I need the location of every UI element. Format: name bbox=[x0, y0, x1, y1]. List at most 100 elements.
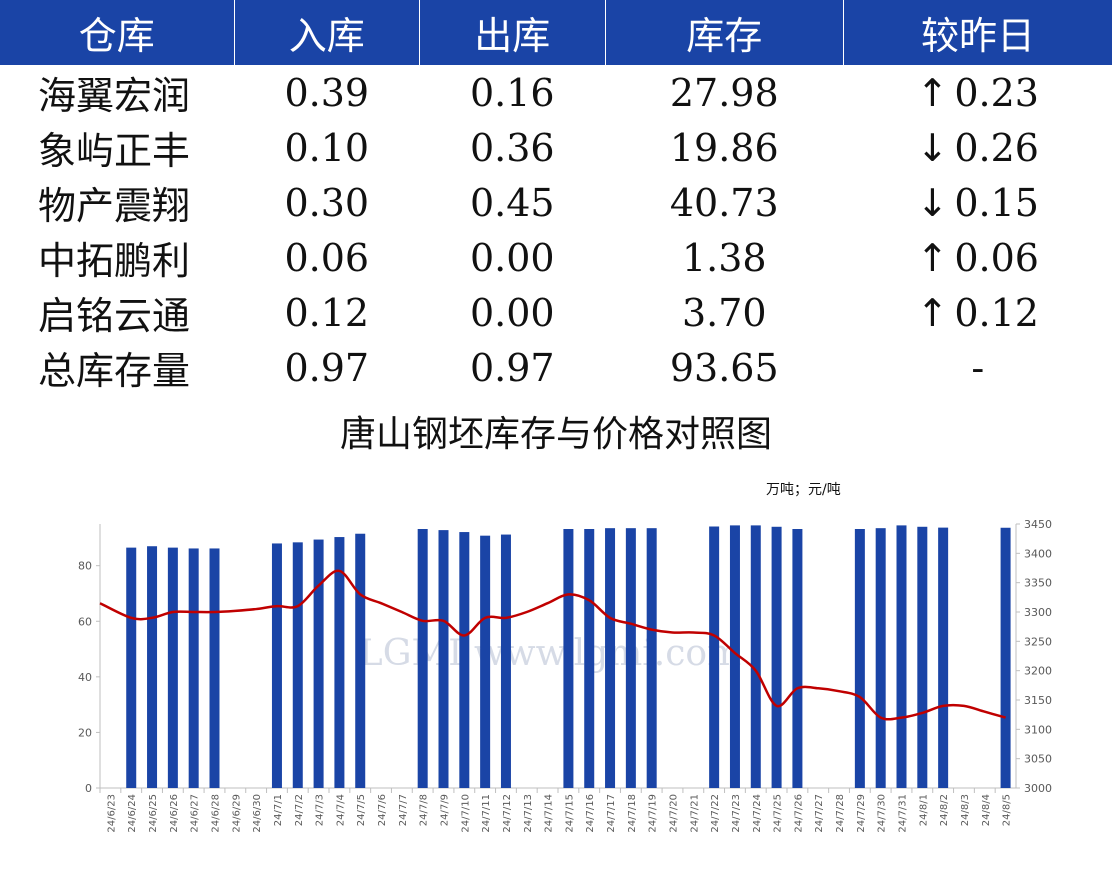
inventory-bar bbox=[167, 547, 178, 788]
inventory-bar bbox=[313, 539, 324, 788]
header-change: 较昨日 bbox=[843, 0, 1112, 65]
in-cell: 0.06 bbox=[284, 235, 370, 280]
x-axis-tick-label: 24/7/11 bbox=[481, 794, 492, 833]
in-cell: 0.12 bbox=[284, 290, 370, 335]
right-axis-tick-label: 3000 bbox=[1024, 782, 1052, 795]
change-value: 0.06 bbox=[954, 235, 1039, 280]
inventory-bar bbox=[605, 528, 616, 788]
x-axis-tick-label: 24/7/25 bbox=[773, 794, 784, 833]
warehouse-name-cell: 海翼宏润 bbox=[38, 74, 191, 118]
stock-cell: 19.86 bbox=[669, 125, 779, 170]
price-line bbox=[99, 569, 1006, 721]
left-axis-tick-label: 80 bbox=[78, 560, 92, 573]
warehouse-name-cell: 中拓鹏利 bbox=[38, 239, 191, 283]
out-cell: 0.36 bbox=[469, 125, 555, 170]
watermark-text: LGMI www.lgmi.com bbox=[359, 633, 741, 674]
out-cell: 0.00 bbox=[469, 235, 555, 280]
stock-cell: 40.73 bbox=[669, 180, 779, 225]
x-axis-tick-label: 24/7/15 bbox=[564, 794, 575, 833]
right-axis-tick-label: 3150 bbox=[1024, 694, 1052, 707]
table-row: 海翼宏润 0.39 0.16 27.98 ↑ 0.23 bbox=[0, 65, 1112, 120]
inventory-bar bbox=[584, 529, 595, 788]
change-value: 0.26 bbox=[954, 125, 1039, 170]
change-cell: ↓ 0.26 bbox=[844, 120, 1112, 175]
x-axis-tick-label: 24/7/22 bbox=[710, 794, 721, 833]
inventory-bar bbox=[126, 547, 137, 788]
unit-label: 万吨；元/吨 bbox=[766, 482, 841, 498]
change-value: 0.12 bbox=[954, 290, 1039, 335]
right-axis-tick-label: 3400 bbox=[1024, 547, 1052, 560]
table-row: 象屿正丰 0.10 0.36 19.86 ↓ 0.26 bbox=[0, 120, 1112, 175]
x-axis-tick-label: 24/7/21 bbox=[689, 794, 700, 833]
x-axis-tick-label: 24/7/24 bbox=[752, 794, 763, 833]
inventory-bar bbox=[334, 537, 345, 788]
arrow-up-icon: ↑ bbox=[916, 70, 949, 115]
in-cell: 0.97 bbox=[284, 345, 370, 390]
x-axis-tick-label: 24/7/13 bbox=[523, 794, 534, 833]
x-axis-tick-label: 24/7/19 bbox=[648, 794, 659, 833]
right-axis-tick-label: 3050 bbox=[1024, 753, 1052, 766]
x-axis-tick-label: 24/7/29 bbox=[856, 794, 867, 833]
x-axis-tick-label: 24/6/25 bbox=[148, 794, 159, 833]
change-cell: ↑ 0.06 bbox=[844, 230, 1112, 285]
change-value: 0.15 bbox=[954, 180, 1039, 225]
x-axis-tick-label: 24/7/3 bbox=[315, 794, 326, 826]
x-axis-tick-label: 24/8/3 bbox=[960, 794, 971, 826]
right-axis-tick-label: 3100 bbox=[1024, 723, 1052, 736]
inventory-bar bbox=[896, 525, 907, 788]
inventory-bar bbox=[271, 543, 282, 788]
inventory-bar bbox=[729, 525, 740, 788]
stock-cell: 27.98 bbox=[669, 70, 779, 115]
warehouse-name-cell: 启铭云通 bbox=[38, 294, 191, 338]
x-axis-tick-label: 24/6/28 bbox=[211, 794, 222, 833]
stock-cell: 1.38 bbox=[681, 235, 767, 280]
x-axis-tick-label: 24/7/5 bbox=[356, 794, 367, 826]
x-axis-tick-label: 24/7/1 bbox=[273, 794, 284, 826]
stock-cell: 93.65 bbox=[669, 345, 779, 390]
right-axis-tick-label: 3250 bbox=[1024, 635, 1052, 648]
inventory-bar bbox=[792, 529, 803, 788]
inventory-bar bbox=[292, 542, 303, 788]
x-axis-tick-label: 24/7/9 bbox=[440, 794, 451, 826]
left-axis-tick-label: 20 bbox=[78, 726, 92, 739]
x-axis-tick-label: 24/6/27 bbox=[190, 794, 201, 833]
table-row: 中拓鹏利 0.06 0.00 1.38 ↑ 0.06 bbox=[0, 230, 1112, 285]
in-cell: 0.39 bbox=[284, 70, 370, 115]
inventory-bar bbox=[209, 548, 220, 788]
inventory-bar bbox=[938, 527, 949, 788]
header-in: 入库 bbox=[234, 0, 420, 65]
change-cell: ↑ 0.23 bbox=[844, 65, 1112, 120]
right-axis-tick-label: 3350 bbox=[1024, 577, 1052, 590]
inventory-bar bbox=[438, 530, 449, 788]
x-axis-tick-label: 24/7/4 bbox=[335, 794, 346, 826]
table-header-row: 仓库 入库 出库 库存 较昨日 bbox=[0, 0, 1112, 65]
change-value: - bbox=[971, 345, 985, 390]
left-axis-tick-label: 0 bbox=[85, 782, 92, 795]
inventory-bar bbox=[750, 525, 761, 788]
inventory-table: 仓库 入库 出库 库存 较昨日 海翼宏润 0.39 0.16 27.98 ↑ 0.23 象屿… bbox=[0, 0, 1112, 395]
inventory-bar bbox=[459, 532, 470, 788]
x-axis-tick-label: 24/8/1 bbox=[918, 794, 929, 826]
stock-cell: 3.70 bbox=[681, 290, 767, 335]
x-axis-tick-label: 24/7/12 bbox=[502, 794, 513, 833]
change-value: 0.23 bbox=[954, 70, 1039, 115]
x-axis-tick-label: 24/6/26 bbox=[169, 794, 180, 833]
inventory-bar bbox=[188, 548, 199, 788]
inventory-bar bbox=[1000, 527, 1011, 788]
in-cell: 0.30 bbox=[284, 180, 370, 225]
inventory-bar bbox=[625, 528, 636, 788]
right-axis-tick-label: 3450 bbox=[1024, 518, 1052, 531]
table-body: 海翼宏润 0.39 0.16 27.98 ↑ 0.23 象屿正丰 0.10 0.36 19.86 ↓… bbox=[0, 65, 1112, 395]
change-cell: - bbox=[844, 340, 1112, 395]
x-axis-tick-label: 24/7/30 bbox=[877, 794, 888, 833]
out-cell: 0.00 bbox=[469, 290, 555, 335]
right-axis-tick-label: 3200 bbox=[1024, 665, 1052, 678]
arrow-down-icon: ↓ bbox=[916, 125, 949, 170]
inventory-bar bbox=[709, 526, 720, 788]
x-axis-tick-label: 24/6/23 bbox=[106, 794, 117, 833]
x-axis-tick-label: 24/6/24 bbox=[127, 794, 138, 833]
out-cell: 0.97 bbox=[469, 345, 555, 390]
out-cell: 0.16 bbox=[469, 70, 555, 115]
inventory-bar bbox=[875, 528, 886, 788]
inventory-bar bbox=[563, 529, 574, 788]
